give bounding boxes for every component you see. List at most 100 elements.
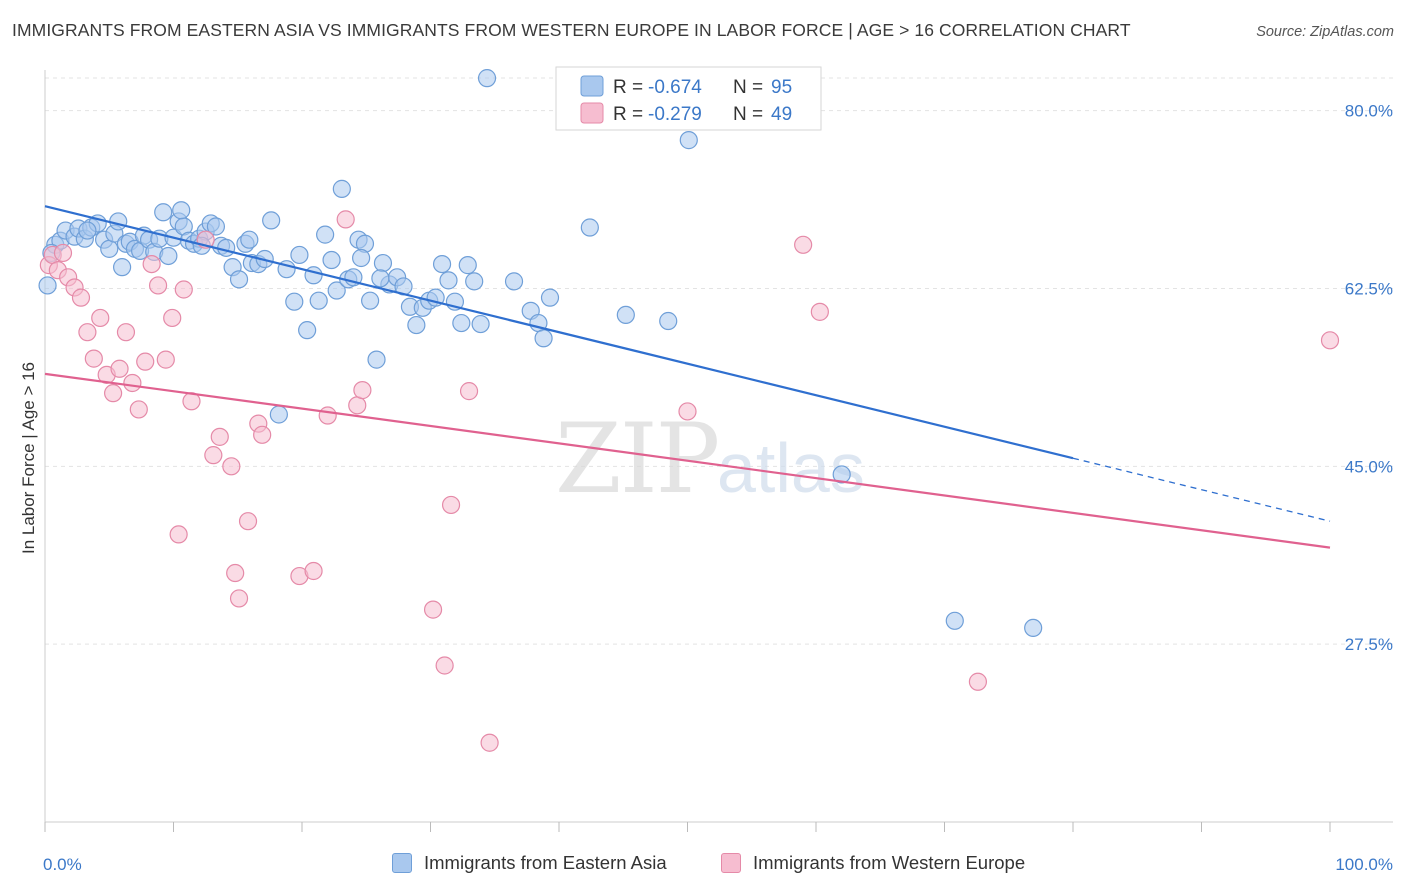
eastern-asia-point xyxy=(679,131,698,150)
western-europe-point xyxy=(78,323,97,342)
western-europe-point xyxy=(423,600,443,619)
eastern-asia-point xyxy=(159,246,178,266)
western-europe-point xyxy=(459,382,479,401)
western-europe-point xyxy=(204,446,223,465)
legend-n-value-blue: 95 xyxy=(771,77,792,98)
eastern-asia-point xyxy=(352,248,371,268)
watermark-zip: ZIP xyxy=(555,403,718,515)
western-europe-point xyxy=(348,396,367,415)
western-europe-point xyxy=(353,381,372,400)
legend-swatch-blue xyxy=(580,75,604,97)
western-europe-point xyxy=(210,427,229,446)
western-europe-point xyxy=(678,402,697,421)
eastern-asia-point xyxy=(367,350,386,369)
y-tick-label: 80.0% xyxy=(1345,102,1393,121)
eastern-asia-point xyxy=(285,292,304,311)
western-europe-point xyxy=(91,308,110,328)
eastern-asia-point xyxy=(452,313,471,333)
western-europe-point xyxy=(222,457,241,476)
stats-legend: R = -0.674 N = 95 R = -0.279 N = 49 xyxy=(555,66,822,131)
eastern-asia-point xyxy=(309,291,328,310)
eastern-asia-point xyxy=(240,230,259,249)
western-europe-point xyxy=(104,384,123,403)
eastern-asia-point xyxy=(304,266,323,285)
eastern-asia-point xyxy=(1024,618,1043,638)
western-europe-point xyxy=(810,302,829,321)
legend-r-label-blue: R = xyxy=(613,77,643,98)
legend-r-label-pink: R = xyxy=(613,104,643,125)
y-tick-label: 27.5% xyxy=(1345,635,1393,654)
legend-r-value-pink: -0.279 xyxy=(648,104,702,125)
western-europe-point xyxy=(304,561,323,581)
western-europe-point xyxy=(84,349,103,368)
western-europe-point xyxy=(71,288,91,307)
grid-lines xyxy=(45,77,1393,645)
eastern-asia-point xyxy=(206,217,226,236)
eastern-asia-point xyxy=(217,238,236,257)
y-tick-label: 45.0% xyxy=(1345,457,1393,476)
eastern-asia-point xyxy=(534,329,553,348)
western-europe-point xyxy=(129,400,148,419)
x-tick-label: 0.0% xyxy=(43,855,82,874)
eastern-asia-point xyxy=(477,69,497,88)
eastern-asia-point xyxy=(78,221,97,240)
western-europe-point xyxy=(116,323,136,342)
trend-line-western-europe xyxy=(44,372,1331,549)
eastern-asia-point xyxy=(38,276,57,295)
legend-n-label-blue: N = xyxy=(733,77,763,98)
legend-n-value-pink: 49 xyxy=(771,104,792,125)
western-europe-point xyxy=(110,359,129,378)
western-europe-point xyxy=(336,210,355,229)
eastern-asia-point xyxy=(269,405,288,424)
eastern-asia-point xyxy=(504,272,524,291)
western-europe-point xyxy=(156,350,175,369)
eastern-asia-point xyxy=(109,212,128,231)
y-tick-label: 62.5% xyxy=(1345,279,1393,298)
eastern-asia-point xyxy=(371,269,390,288)
series-western-europe-points xyxy=(39,210,1340,752)
trend-line-eastern-asia-extension xyxy=(1072,457,1331,522)
trend-lines xyxy=(44,205,1331,549)
western-europe-point xyxy=(435,656,454,675)
y-axis-label: In Labor Force | Age > 16 xyxy=(19,362,38,554)
western-europe-point xyxy=(1320,331,1340,350)
series-eastern-asia-points xyxy=(38,69,1043,638)
western-europe-point xyxy=(148,276,168,295)
y-tick-labels: 27.5% 45.0% 62.5% 80.0% xyxy=(1345,102,1393,655)
western-europe-point xyxy=(968,672,988,691)
western-europe-point xyxy=(318,406,337,425)
western-europe-point xyxy=(163,308,182,328)
eastern-asia-point xyxy=(262,211,281,230)
eastern-asia-point xyxy=(327,281,346,300)
eastern-asia-point xyxy=(432,254,452,274)
eastern-asia-point xyxy=(316,225,335,244)
eastern-asia-point xyxy=(659,311,678,331)
x-tick-label: 100.0% xyxy=(1335,855,1393,874)
legend-swatch-eastern-asia xyxy=(392,853,412,873)
western-europe-point xyxy=(480,733,499,752)
eastern-asia-point xyxy=(465,272,484,291)
eastern-asia-point xyxy=(290,245,309,265)
eastern-asia-point xyxy=(172,201,191,220)
western-europe-point xyxy=(174,280,193,299)
eastern-asia-point xyxy=(407,315,426,335)
legend-item-eastern-asia: Immigrants from Eastern Asia xyxy=(392,852,667,874)
axes xyxy=(44,70,1393,832)
eastern-asia-point xyxy=(471,314,490,334)
western-europe-point xyxy=(123,373,142,393)
bottom-legend: Immigrants from Eastern Asia Immigrants … xyxy=(0,852,1406,878)
legend-r-value-blue: -0.674 xyxy=(648,77,702,98)
western-europe-point xyxy=(253,425,272,444)
western-europe-point xyxy=(169,525,188,544)
eastern-asia-point xyxy=(439,271,458,290)
western-europe-point xyxy=(136,352,155,371)
source-credit: Source: ZipAtlas.com xyxy=(1256,24,1394,40)
western-europe-point xyxy=(441,495,461,515)
western-europe-point xyxy=(229,589,249,608)
eastern-asia-point xyxy=(322,250,341,270)
western-europe-point xyxy=(142,254,161,274)
western-europe-point xyxy=(226,563,245,583)
legend-label-eastern-asia: Immigrants from Eastern Asia xyxy=(424,852,667,873)
watermark: ZIP atlas xyxy=(555,403,865,515)
